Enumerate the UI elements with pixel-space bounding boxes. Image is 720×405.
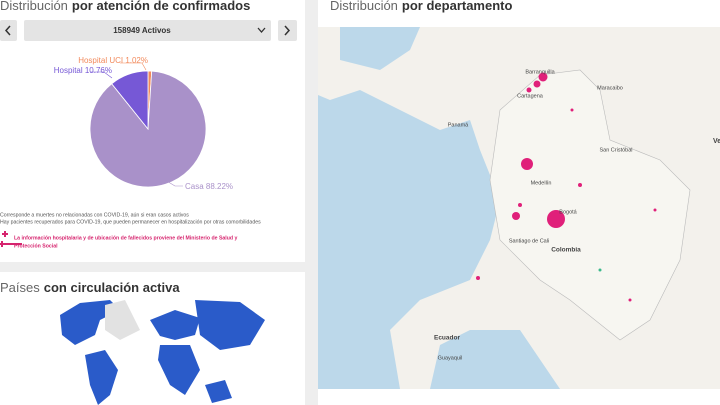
leader-line: [90, 71, 113, 79]
panel-title: Distribución por departamento: [330, 0, 512, 13]
map-dot: [538, 72, 548, 82]
map-label: Barranquilla: [525, 69, 555, 75]
panel-title: Distribución por atención de confirmados: [0, 0, 250, 13]
selector[interactable]: [24, 20, 271, 41]
next-button[interactable]: [278, 20, 297, 41]
panel-title: Países con circulación activa: [0, 280, 180, 295]
dropdown-icon: [257, 27, 266, 33]
map-label: Ecuador: [434, 335, 460, 342]
map-label: Medellín: [531, 180, 552, 186]
pie-slice: [111, 70, 149, 131]
land: [105, 300, 140, 340]
info-icon: [0, 231, 22, 247]
map-label: Ven: [713, 138, 720, 145]
map-label: Cartagena: [517, 93, 544, 99]
land: [85, 350, 118, 405]
country-border: [489, 69, 691, 341]
note: Corresponde a muertes no relacionadas co…: [0, 212, 189, 218]
leader-line: [120, 62, 147, 71]
map-dot: [521, 158, 533, 170]
land: [158, 345, 200, 395]
land: [195, 300, 265, 350]
map-label: Colombia: [551, 247, 581, 254]
map-dot: [653, 208, 657, 212]
countries-card: [0, 272, 305, 405]
map-dot: [476, 276, 480, 280]
pie-label: Hospital 10.76%: [54, 66, 112, 75]
map-dot: [598, 268, 602, 272]
title-bold: con circulación activa: [44, 280, 181, 295]
colombia-map: [318, 27, 720, 389]
title-light: Distribución: [0, 0, 68, 13]
prev-button[interactable]: [0, 20, 17, 41]
map-label: Maracaibo: [597, 85, 623, 91]
map-labels: Barranquilla Cartagena Maracaibo Panamá Mede…: [434, 69, 720, 361]
prev-icon: [4, 25, 11, 36]
info-text: La información hospitalaria y de ubicaci…: [14, 235, 238, 241]
map-label: Panamá: [448, 122, 469, 128]
info-text: Protección Social: [14, 243, 58, 249]
land: [205, 380, 232, 403]
sea: [340, 27, 420, 70]
pie-label: Hospital UCI 1.02%: [78, 56, 148, 65]
map-dot: [526, 87, 532, 93]
map-dot: [578, 183, 582, 187]
world-map: [60, 300, 265, 405]
map-dot: [570, 108, 574, 112]
note: Hay pacientes recuperados para COVID-19,…: [0, 219, 261, 225]
map-label: Bogotá: [559, 209, 577, 215]
map-label: Guayaquil: [438, 355, 463, 361]
pie-chart: [89, 70, 207, 188]
title-light: Distribución: [330, 0, 398, 13]
map-label: San Cristóbal: [599, 147, 632, 153]
map-dot: [512, 212, 520, 220]
title-bold: por atención de confirmados: [72, 0, 250, 13]
pie-label: Casa 88.22%: [185, 182, 233, 191]
map-dot: [518, 203, 522, 207]
map-dot: [547, 210, 565, 228]
map-dot: [533, 80, 541, 88]
map-label: Santiago de Cali: [509, 238, 549, 244]
title-light: Países: [0, 280, 40, 295]
leader-line: [164, 179, 183, 187]
title-bold: por departamento: [402, 0, 513, 13]
land: [150, 310, 200, 340]
map-dot: [628, 298, 632, 302]
next-icon: [284, 25, 291, 36]
selector-text: 158949 Activos: [113, 26, 171, 35]
